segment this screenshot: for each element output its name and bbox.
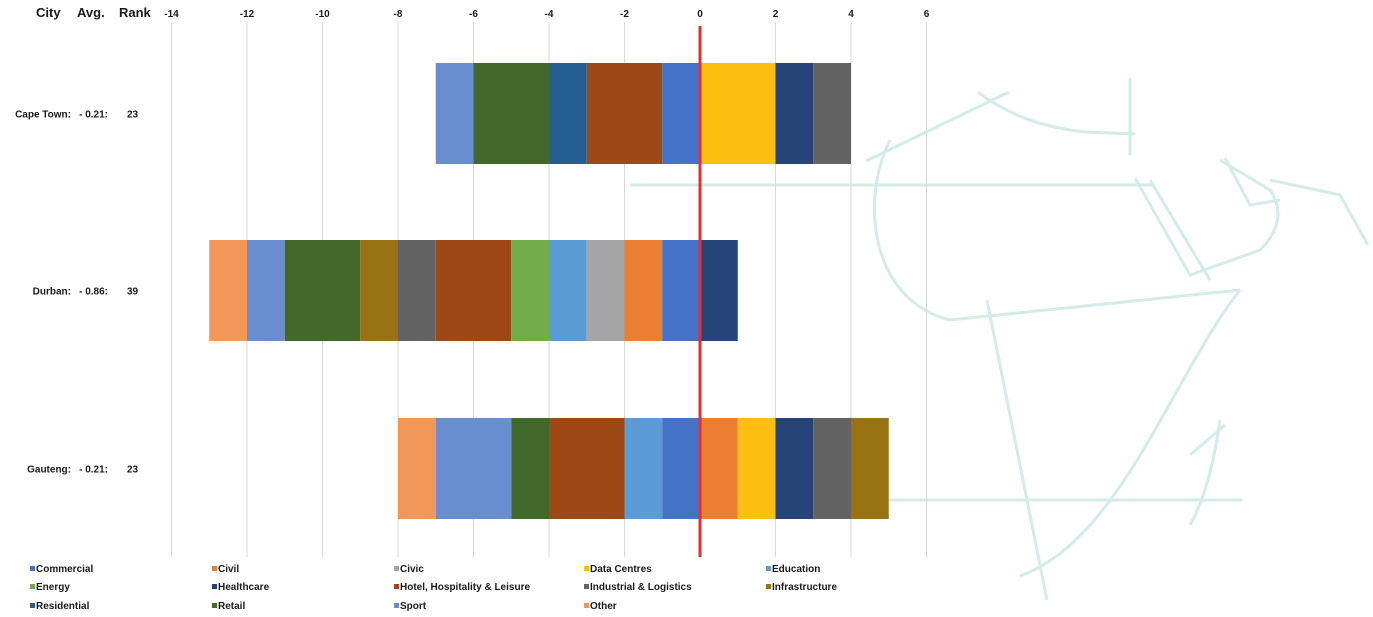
- legend-label: Other: [590, 601, 617, 612]
- legend-swatch-retail: [212, 603, 217, 608]
- legend-label: Sport: [400, 601, 427, 612]
- legend-swatch-civic: [394, 566, 399, 571]
- bar-segments: [209, 63, 889, 519]
- x-tick-label: 6: [924, 9, 930, 20]
- bar-segment-education: [624, 418, 663, 519]
- x-tick-label: -4: [545, 9, 554, 20]
- legend-swatch-civil: [212, 566, 217, 571]
- row-avg-label: - 0.21:: [79, 465, 108, 476]
- x-tick-label: -12: [240, 9, 255, 20]
- x-tick-label: -2: [620, 9, 629, 20]
- x-tick-label: -6: [469, 9, 478, 20]
- legend-swatch-other: [584, 603, 589, 608]
- bar-segment-hotel-hospitality-leisure: [435, 240, 512, 341]
- x-tick-label: 2: [773, 9, 779, 20]
- bar-segment-sport: [247, 240, 285, 341]
- bar-segment-hotel-hospitality-leisure: [586, 63, 663, 164]
- bar-segment-education: [549, 240, 587, 341]
- x-tick-label: 4: [848, 9, 854, 20]
- x-tick-label: -10: [315, 9, 330, 20]
- bar-segment-sport: [435, 63, 474, 164]
- bar-segment-commercial: [662, 240, 700, 341]
- bar-segment-industrial-logistics: [813, 418, 851, 519]
- header-rank: Rank: [119, 5, 152, 20]
- legend-swatch-industrial-logistics: [584, 584, 589, 589]
- legend-swatch-infrastructure: [766, 584, 771, 589]
- legend-label: Education: [772, 564, 820, 575]
- bar-segment-retail: [511, 418, 549, 519]
- bar-segment-industrial-logistics: [813, 63, 851, 164]
- legend-label: Civic: [400, 564, 424, 575]
- bar-segment-energy: [511, 240, 549, 341]
- bar-segment-commercial: [662, 418, 700, 519]
- bar-segment-hotel-hospitality-leisure: [549, 418, 625, 519]
- legend-label: Civil: [218, 564, 239, 575]
- background-map-decoration: [630, 78, 1370, 601]
- x-tick-label: -8: [394, 9, 403, 20]
- bar-segment-retail: [473, 63, 549, 164]
- row-avg-label: - 0.86:: [79, 287, 108, 298]
- x-tick-label: 0: [697, 9, 703, 20]
- legend-label: Industrial & Logistics: [590, 582, 692, 593]
- legend: Commercial Civil Civic Data Centres Educatio…: [30, 564, 837, 612]
- bar-segment-infrastructure: [851, 418, 889, 519]
- bar-segment-retail: [284, 240, 361, 341]
- row-city-label: Gauteng:: [27, 465, 71, 476]
- legend-label: Infrastructure: [772, 582, 837, 593]
- bar-segment-other: [209, 240, 247, 341]
- legend-swatch-commercial: [30, 566, 35, 571]
- bar-segment-commercial: [662, 63, 700, 164]
- legend-label: Healthcare: [218, 582, 270, 593]
- legend-label: Retail: [218, 601, 245, 612]
- row-city-label: Cape Town:: [15, 110, 71, 121]
- row-avg-label: - 0.21:: [79, 110, 108, 121]
- row-rank-label: 23: [127, 110, 139, 121]
- bar-segment-other: [398, 418, 436, 519]
- header-city: City: [36, 5, 61, 20]
- legend-label: Hotel, Hospitality & Leisure: [400, 582, 530, 593]
- bar-segment-infrastructure: [360, 240, 398, 341]
- legend-swatch-healthcare: [212, 584, 217, 589]
- row-city-label: Durban:: [33, 287, 71, 298]
- legend-label: Data Centres: [590, 564, 652, 575]
- bar-segment-industrial-logistics: [398, 240, 436, 341]
- legend-label: Commercial: [36, 564, 93, 575]
- legend-swatch-data-centres: [584, 566, 589, 571]
- legend-swatch-hotel-hospitality-leisure: [394, 584, 399, 589]
- bar-segment-civil: [624, 240, 663, 341]
- bar-segment-data-centres: [700, 63, 776, 164]
- row-rank-label: 23: [127, 465, 139, 476]
- bar-segment-healthcare: [775, 418, 814, 519]
- legend-label: Residential: [36, 601, 90, 612]
- row-labels: Cape Town: - 0.21: 23 Durban: - 0.86: 39 Gaute…: [15, 110, 138, 476]
- bar-segment-healthcare: [700, 240, 738, 341]
- bar-segment-civic: [586, 240, 625, 341]
- bar-segment-data-centres: [737, 418, 776, 519]
- x-axis-tick-labels: -14 -12 -10 -8 -6 -4 -2 0 2 4 6: [164, 9, 929, 20]
- x-tick-label: -14: [164, 9, 179, 20]
- legend-label: Energy: [36, 582, 70, 593]
- legend-swatch-energy: [30, 584, 35, 589]
- legend-swatch-education: [766, 566, 771, 571]
- legend-swatch-residential: [30, 603, 35, 608]
- bar-segment-civil: [700, 418, 738, 519]
- bar-segment-healthcare: [775, 63, 814, 164]
- header-avg: Avg.: [77, 5, 105, 20]
- bar-segment-residential: [549, 63, 587, 164]
- legend-swatch-sport: [394, 603, 399, 608]
- bar-segment-sport: [435, 418, 512, 519]
- row-rank-label: 39: [127, 287, 139, 298]
